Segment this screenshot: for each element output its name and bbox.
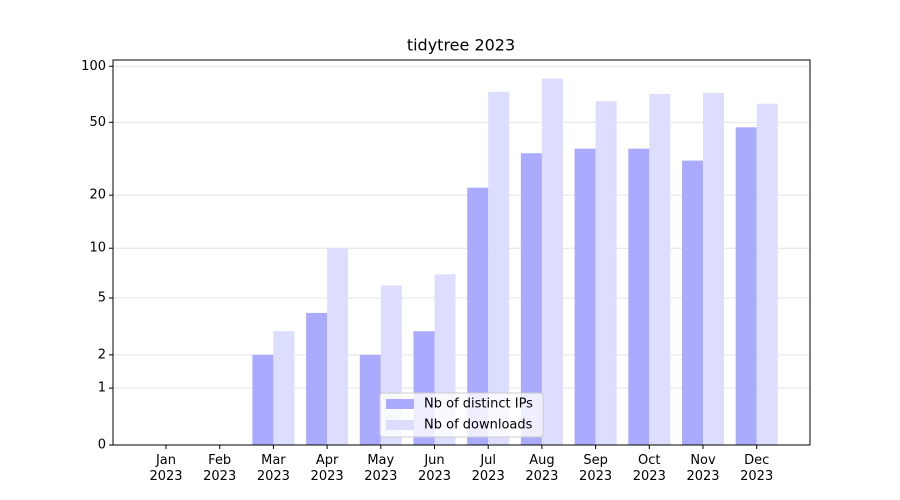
bar (703, 92, 724, 446)
y-tick-label: 2 (98, 347, 106, 362)
x-tick-label: Oct 2023 (632, 453, 666, 484)
x-tick-label: Nov 2023 (686, 453, 720, 484)
legend-box (379, 392, 544, 438)
bar (252, 354, 274, 445)
legend-label: Nb of downloads (424, 418, 533, 433)
y-tick-label: 10 (89, 241, 106, 256)
x-tick-label: Aug 2023 (525, 453, 559, 484)
bar (467, 187, 489, 446)
x-tick-label: Jan 2023 (149, 453, 183, 484)
x-tick-label: Jul 2023 (471, 453, 505, 484)
bar (541, 78, 563, 446)
bar (327, 248, 349, 445)
bar (574, 148, 596, 445)
y-tick-label: 50 (89, 115, 106, 130)
bar (735, 127, 757, 445)
bar (682, 160, 703, 445)
x-tick-label: Mar 2023 (256, 453, 290, 484)
bar (756, 103, 778, 445)
bar (359, 354, 381, 445)
y-tick-label: 5 (98, 290, 106, 305)
y-tick-label: 1 (98, 381, 106, 396)
x-tick-label: Apr 2023 (310, 453, 344, 484)
bar (488, 91, 510, 445)
x-tick-label: May 2023 (364, 453, 398, 484)
x-tick-label: Feb 2023 (203, 453, 237, 484)
y-tick-label: 100 (81, 59, 106, 74)
bar (595, 101, 617, 445)
legend-swatch (386, 420, 414, 430)
bar (649, 94, 671, 446)
bar (306, 312, 328, 445)
bar (273, 331, 295, 445)
bar (628, 148, 650, 445)
y-tick-label: 20 (89, 188, 106, 203)
legend-swatch (386, 399, 414, 409)
legend-label: Nb of distinct IPs (424, 397, 533, 412)
y-tick-label: 0 (98, 438, 106, 453)
legend: Nb of distinct IPs Nb of downloads (379, 392, 544, 438)
chart-title: tidytree 2023 (407, 36, 515, 55)
bar (520, 153, 542, 445)
plot-frame (112, 59, 811, 446)
x-tick-label: Jun 2023 (417, 453, 452, 484)
x-tick-label: Dec 2023 (740, 453, 774, 484)
x-tick-label: Sep 2023 (579, 453, 613, 484)
